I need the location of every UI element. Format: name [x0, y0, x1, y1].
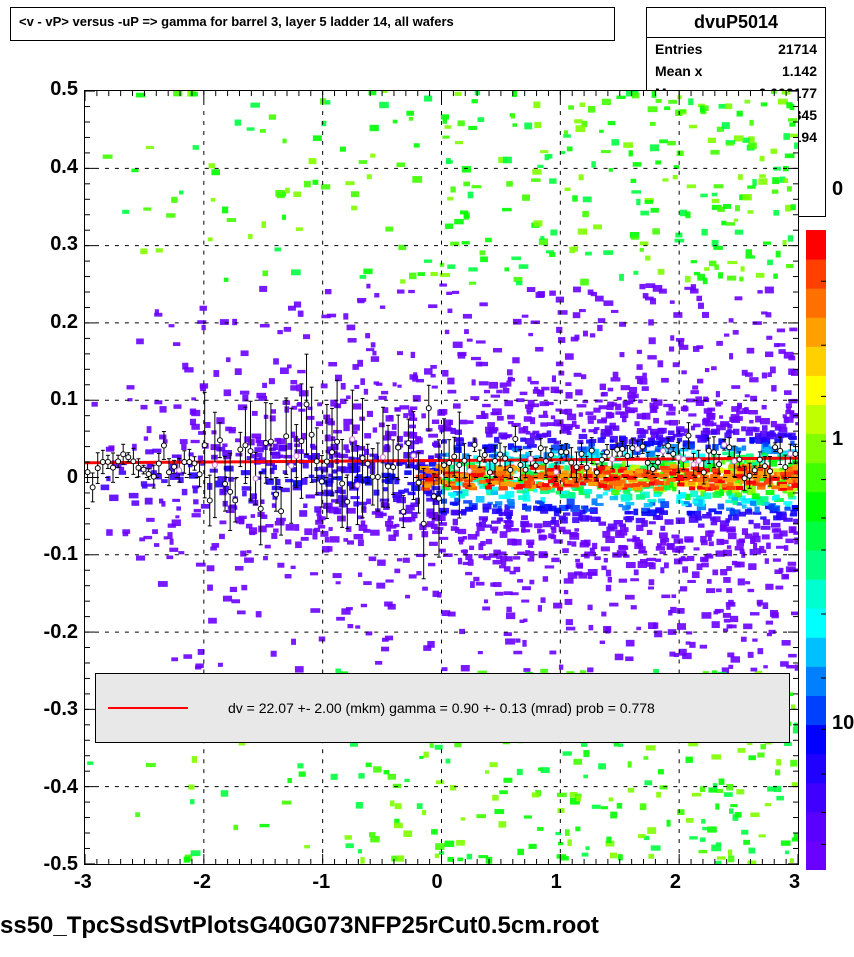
x-tick-label: 1: [551, 871, 562, 894]
stats-title: dvuP5014: [647, 8, 825, 38]
x-tick-label: 2: [670, 871, 681, 894]
y-tick-label: 0.2: [18, 311, 78, 334]
y-tick-label: -0.4: [18, 776, 78, 799]
x-tick-label: -1: [312, 871, 330, 894]
y-tick-label: 0.3: [18, 233, 78, 256]
footer-filename: ss50_TpcSsdSvtPlotsG40G073NFP25rCut0.5cm…: [0, 912, 599, 940]
plot-svg: [85, 91, 798, 864]
stat-label: Mean x: [655, 63, 702, 79]
colorbar-tick-label: 0: [832, 178, 843, 201]
plot-area: [84, 90, 799, 865]
y-tick-label: -0.1: [18, 543, 78, 566]
x-tick-label: 3: [789, 871, 800, 894]
fit-legend-line: [108, 707, 188, 709]
plot-title-text: <v - vP> versus -uP => gamma for barrel …: [19, 14, 454, 29]
chart-canvas: <v - vP> versus -uP => gamma for barrel …: [0, 0, 854, 957]
fit-legend-text: dv = 22.07 +- 2.00 (mkm) gamma = 0.90 +-…: [228, 700, 655, 716]
x-tick-label: -2: [193, 871, 211, 894]
stat-value: 1.142: [782, 63, 817, 79]
y-tick-label: 0.4: [18, 156, 78, 179]
stat-label: Entries: [655, 41, 702, 57]
y-tick-label: -0.2: [18, 621, 78, 644]
y-tick-label: -0.3: [18, 698, 78, 721]
stat-row: Entries 21714: [647, 38, 825, 60]
y-tick-label: 0: [18, 466, 78, 489]
fit-legend-box: dv = 22.07 +- 2.00 (mkm) gamma = 0.90 +-…: [95, 673, 790, 743]
x-tick-label: 0: [432, 871, 443, 894]
stat-row: Mean x 1.142: [647, 60, 825, 82]
y-tick-label: -0.5: [18, 853, 78, 876]
stat-value: 21714: [778, 41, 817, 57]
colorbar-tick-label: 10: [832, 712, 854, 735]
plot-title-box: <v - vP> versus -uP => gamma for barrel …: [10, 7, 615, 41]
colorbar: [806, 230, 826, 870]
colorbar-tick-label: 1: [832, 428, 843, 451]
y-tick-label: 0.1: [18, 388, 78, 411]
y-tick-label: 0.5: [18, 78, 78, 101]
